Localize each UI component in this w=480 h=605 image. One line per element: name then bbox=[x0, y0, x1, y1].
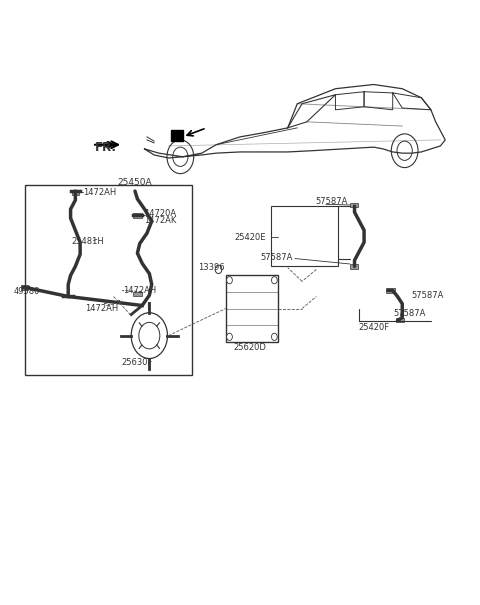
Bar bbox=[133, 213, 142, 218]
Bar bbox=[171, 130, 183, 141]
Text: 57587A: 57587A bbox=[394, 309, 426, 318]
Circle shape bbox=[131, 313, 168, 359]
Circle shape bbox=[173, 147, 188, 166]
Bar bbox=[226, 275, 278, 342]
Bar bbox=[133, 292, 142, 296]
Text: 57587A: 57587A bbox=[315, 197, 348, 206]
Bar bbox=[386, 288, 395, 293]
Text: 49580: 49580 bbox=[13, 287, 40, 296]
Bar bbox=[271, 206, 338, 266]
Text: 25620D: 25620D bbox=[233, 343, 266, 352]
Circle shape bbox=[227, 333, 232, 341]
Text: 1472AH: 1472AH bbox=[123, 286, 156, 295]
Bar bbox=[22, 285, 28, 290]
Circle shape bbox=[215, 265, 222, 273]
Text: 57587A: 57587A bbox=[412, 291, 444, 299]
Text: 1472AH: 1472AH bbox=[85, 304, 118, 313]
Circle shape bbox=[227, 276, 232, 284]
Bar bbox=[350, 203, 359, 208]
Circle shape bbox=[139, 322, 160, 349]
Text: 14720A: 14720A bbox=[144, 209, 177, 218]
Text: 25450A: 25450A bbox=[118, 177, 152, 186]
Text: 57587A: 57587A bbox=[260, 253, 292, 262]
Text: 1472AK: 1472AK bbox=[144, 216, 177, 225]
Circle shape bbox=[167, 140, 194, 174]
Bar bbox=[72, 191, 79, 195]
Text: 25420F: 25420F bbox=[358, 323, 389, 332]
Circle shape bbox=[391, 134, 418, 168]
Text: 1472AH: 1472AH bbox=[84, 188, 117, 197]
Circle shape bbox=[397, 141, 412, 160]
Bar bbox=[350, 264, 359, 269]
Text: 13396: 13396 bbox=[198, 263, 225, 272]
Text: 25481H: 25481H bbox=[72, 237, 104, 246]
Bar bbox=[25, 185, 192, 374]
Text: FR.: FR. bbox=[95, 140, 117, 154]
Text: 25630F: 25630F bbox=[122, 358, 153, 367]
Bar bbox=[396, 318, 404, 322]
Circle shape bbox=[272, 276, 277, 284]
Text: 25420E: 25420E bbox=[235, 233, 266, 242]
Circle shape bbox=[272, 333, 277, 341]
